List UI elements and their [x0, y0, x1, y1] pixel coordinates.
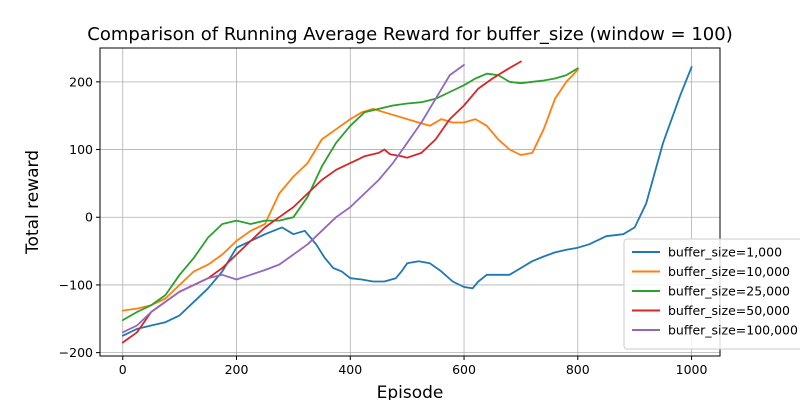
- x-tick-label: 200: [225, 362, 249, 377]
- legend-box: [623, 238, 800, 350]
- x-tick-label: 800: [566, 362, 590, 377]
- plot-series: [121, 60, 693, 344]
- legend: buffer_size=1,000 buffer_size=10,000buffe…: [623, 238, 800, 350]
- series-line: [121, 68, 579, 312]
- series-line: [121, 66, 693, 337]
- legend-entry-label: buffer_size=1,000: [668, 245, 782, 260]
- legend-entry-label: buffer_size=10,000: [668, 264, 790, 279]
- x-axis-label: Episode: [377, 383, 444, 400]
- axis-ticks: 0 200 400 600 800 1000 −200 −100 0 100 200: [59, 74, 708, 377]
- series-line: [121, 67, 579, 322]
- legend-entry-label: buffer_size=25,000: [668, 284, 790, 299]
- y-tick-label: −200: [59, 345, 93, 360]
- legend-entry-label: buffer_size=100,000: [668, 323, 798, 338]
- x-tick-label: 1000: [676, 362, 708, 377]
- y-tick-label: 100: [69, 142, 93, 157]
- axes-frame: [99, 47, 721, 357]
- y-axis-label: Total reward: [23, 150, 43, 255]
- series-line: [121, 60, 522, 344]
- y-tick-label: −100: [59, 277, 93, 292]
- y-tick-label: 200: [69, 74, 93, 89]
- y-tick-label: 0: [85, 210, 93, 225]
- legend-entry-label: buffer_size=50,000: [668, 303, 790, 318]
- x-tick-label: 600: [452, 362, 476, 377]
- chart-title: Comparison of Running Average Reward for…: [87, 24, 732, 45]
- grid: [100, 48, 720, 356]
- x-tick-label: 400: [338, 362, 362, 377]
- series-line: [121, 64, 465, 334]
- x-tick-label: 0: [119, 362, 127, 377]
